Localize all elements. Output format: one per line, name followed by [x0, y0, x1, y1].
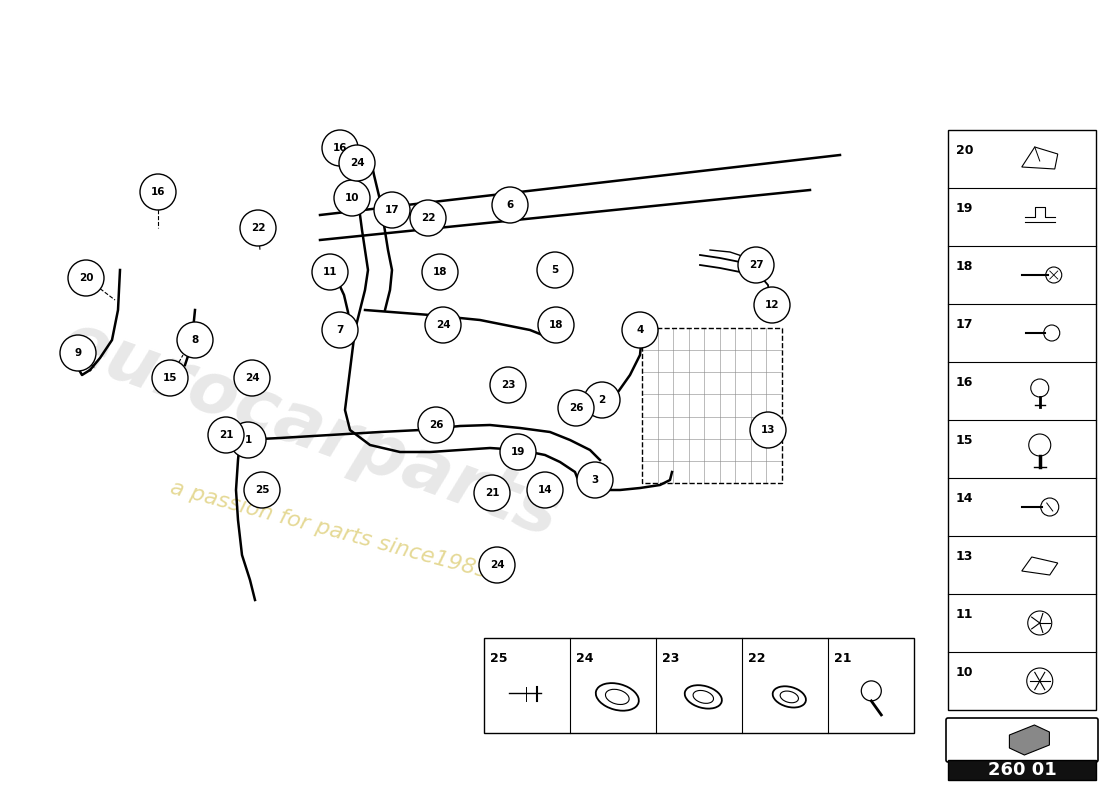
- Text: 14: 14: [956, 492, 974, 505]
- Text: 21: 21: [834, 652, 851, 665]
- Text: 12: 12: [764, 300, 779, 310]
- Text: 13: 13: [761, 425, 776, 435]
- Text: 11: 11: [956, 608, 974, 621]
- Text: 9: 9: [75, 348, 81, 358]
- Text: 24: 24: [490, 560, 504, 570]
- Circle shape: [152, 360, 188, 396]
- Text: 8: 8: [191, 335, 199, 345]
- Text: 22: 22: [251, 223, 265, 233]
- Circle shape: [537, 252, 573, 288]
- Text: 17: 17: [956, 318, 974, 331]
- Text: 22: 22: [748, 652, 766, 665]
- Circle shape: [177, 322, 213, 358]
- Text: 26: 26: [569, 403, 583, 413]
- Circle shape: [478, 547, 515, 583]
- Bar: [948, 130, 1096, 710]
- Bar: [642, 328, 782, 483]
- Circle shape: [334, 180, 370, 216]
- Text: 18: 18: [432, 267, 448, 277]
- Circle shape: [418, 407, 454, 443]
- Circle shape: [68, 260, 104, 296]
- Text: 20: 20: [956, 144, 974, 157]
- Text: 24: 24: [576, 652, 594, 665]
- Text: 23: 23: [500, 380, 515, 390]
- Circle shape: [738, 247, 774, 283]
- Circle shape: [584, 382, 620, 418]
- Circle shape: [621, 312, 658, 348]
- Text: 26: 26: [429, 420, 443, 430]
- Circle shape: [230, 422, 266, 458]
- Text: 13: 13: [956, 550, 974, 563]
- Text: a passion for parts since1985: a passion for parts since1985: [168, 478, 492, 582]
- Circle shape: [500, 434, 536, 470]
- Bar: [948, 760, 1096, 780]
- Text: 19: 19: [510, 447, 525, 457]
- Text: 20: 20: [79, 273, 94, 283]
- Text: 19: 19: [956, 202, 974, 214]
- Circle shape: [422, 254, 458, 290]
- Text: 22: 22: [420, 213, 436, 223]
- Text: 21: 21: [485, 488, 499, 498]
- Text: 260 01: 260 01: [988, 761, 1056, 779]
- Circle shape: [60, 335, 96, 371]
- Polygon shape: [1010, 725, 1049, 755]
- Text: 10: 10: [344, 193, 360, 203]
- Text: 16: 16: [956, 376, 974, 389]
- Circle shape: [339, 145, 375, 181]
- Circle shape: [208, 417, 244, 453]
- Text: 15: 15: [956, 434, 974, 446]
- Circle shape: [750, 412, 786, 448]
- Text: 18: 18: [549, 320, 563, 330]
- Text: 5: 5: [551, 265, 559, 275]
- Circle shape: [425, 307, 461, 343]
- Text: 1: 1: [244, 435, 252, 445]
- Circle shape: [754, 287, 790, 323]
- Text: 11: 11: [322, 267, 338, 277]
- Text: 24: 24: [244, 373, 260, 383]
- Text: 14: 14: [538, 485, 552, 495]
- Text: 7: 7: [337, 325, 343, 335]
- Circle shape: [140, 174, 176, 210]
- Circle shape: [240, 210, 276, 246]
- Text: 25: 25: [490, 652, 507, 665]
- Text: 10: 10: [956, 666, 974, 678]
- Circle shape: [410, 200, 446, 236]
- Text: 27: 27: [749, 260, 763, 270]
- Circle shape: [234, 360, 270, 396]
- Circle shape: [538, 307, 574, 343]
- FancyBboxPatch shape: [946, 718, 1098, 762]
- Text: 23: 23: [662, 652, 680, 665]
- Text: 3: 3: [592, 475, 598, 485]
- Circle shape: [492, 187, 528, 223]
- Text: 24: 24: [436, 320, 450, 330]
- Text: 16: 16: [151, 187, 165, 197]
- Text: 24: 24: [350, 158, 364, 168]
- Circle shape: [244, 472, 280, 508]
- Circle shape: [312, 254, 348, 290]
- Text: 16: 16: [332, 143, 348, 153]
- Text: 17: 17: [385, 205, 399, 215]
- Text: 15: 15: [163, 373, 177, 383]
- Text: 4: 4: [636, 325, 644, 335]
- Text: 2: 2: [598, 395, 606, 405]
- Text: 18: 18: [956, 260, 974, 273]
- Text: 21: 21: [219, 430, 233, 440]
- Circle shape: [374, 192, 410, 228]
- Text: 6: 6: [506, 200, 514, 210]
- Bar: [484, 638, 914, 733]
- Text: eurocarparts: eurocarparts: [51, 307, 569, 553]
- Circle shape: [322, 130, 358, 166]
- Circle shape: [322, 312, 358, 348]
- Text: 25: 25: [255, 485, 270, 495]
- Circle shape: [490, 367, 526, 403]
- Circle shape: [578, 462, 613, 498]
- Circle shape: [558, 390, 594, 426]
- Circle shape: [474, 475, 510, 511]
- Circle shape: [527, 472, 563, 508]
